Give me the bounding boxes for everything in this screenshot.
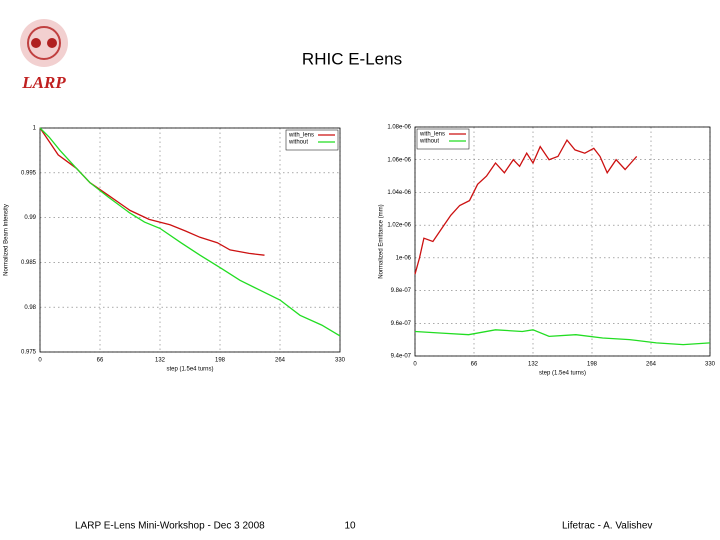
x-axis-label: step (1.5e4 turns) [166,367,213,373]
y-tick-label: 1e-06 [396,255,412,261]
y-tick-label: 9.6e-07 [391,321,412,327]
x-axis-label: step (1.5e4 turns) [539,371,586,377]
x-tick-label: 66 [471,362,478,368]
series-line [39,127,341,337]
series-line [414,329,711,346]
y-tick-label: 0.995 [21,170,37,176]
x-tick-label: 0 [38,358,42,364]
logo-dot [31,38,41,48]
footer-left: LARP E-Lens Mini-Workshop - Dec 3 2008 [75,521,265,532]
footer-right: Lifetrac - A. Valishev [562,521,652,532]
plot-frame [39,127,341,353]
y-tick-label: 1.04e-06 [387,190,411,196]
x-tick-label: 264 [646,362,657,368]
footer-center: 10 [344,521,356,532]
legend-label: without [419,139,439,145]
series-line [414,138,638,275]
x-tick-label: 330 [705,362,716,368]
y-tick-label: 0.99 [24,215,36,221]
x-tick-label: 132 [528,362,539,368]
legend-label: with_lens [288,133,314,139]
x-tick-label: 264 [275,358,286,364]
y-tick-label: 1.06e-06 [387,157,411,163]
x-tick-label: 132 [155,358,166,364]
y-tick-label: 9.4e-07 [391,354,412,360]
series-line [39,127,265,256]
legend-label: without [288,140,308,146]
y-tick-label: 1.08e-06 [387,125,411,131]
slide-title: RHIC E-Lens [302,49,402,68]
x-tick-label: 198 [215,358,226,364]
y-tick-label: 0.98 [24,305,36,311]
y-tick-label: 0.975 [21,350,37,356]
plot-frame [414,126,711,357]
x-tick-label: 198 [587,362,598,368]
y-axis-label: Normalized Emittance (mm) [379,204,385,278]
logo-ring [27,26,61,60]
y-axis-label: Normalized Beam Intensity [4,204,10,276]
y-tick-label: 9.8e-07 [391,288,412,294]
logo-emblem [20,19,68,67]
x-tick-label: 66 [97,358,104,364]
y-tick-label: 1.02e-06 [387,223,411,229]
x-tick-label: 330 [335,358,346,364]
logo-text: LARP [21,73,66,92]
y-tick-label: 1 [33,126,37,132]
y-tick-label: 0.985 [21,260,37,266]
legend-label: with_lens [419,132,445,138]
x-tick-label: 0 [413,362,417,368]
logo-dot [47,38,57,48]
